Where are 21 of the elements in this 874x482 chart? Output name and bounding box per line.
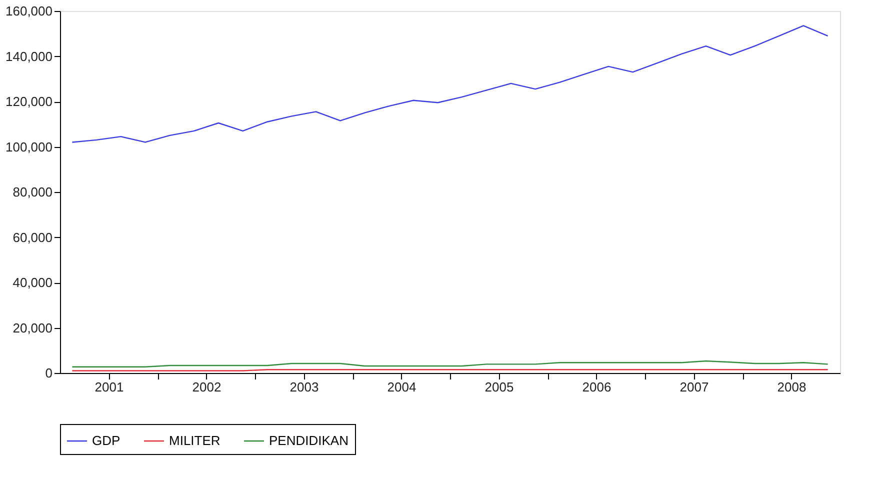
y-tick-label: 100,000 bbox=[6, 139, 52, 154]
x-tick-label: 2002 bbox=[192, 380, 222, 394]
x-tick-label: 2007 bbox=[680, 380, 709, 394]
y-tick-label: 140,000 bbox=[6, 48, 52, 64]
x-tick-label: 2008 bbox=[777, 380, 806, 394]
y-tick-label: 120,000 bbox=[6, 94, 52, 109]
x-tick-label: 2006 bbox=[582, 380, 612, 394]
legend-label: GDP bbox=[92, 433, 120, 448]
y-tick-label: 60,000 bbox=[12, 230, 52, 245]
line-series bbox=[72, 25, 828, 143]
y-tick-label: 80,000 bbox=[12, 184, 52, 200]
x-tick-label: 2001 bbox=[94, 380, 124, 394]
y-tick-label: 0 bbox=[45, 366, 52, 380]
legend-label: MILITER bbox=[169, 433, 220, 448]
y-tick-label: 160,000 bbox=[6, 4, 52, 18]
x-tick-label: 2003 bbox=[290, 380, 319, 394]
legend-label: PENDIDIKAN bbox=[269, 433, 348, 448]
y-tick-label: 40,000 bbox=[12, 275, 52, 290]
x-tick-label: 2004 bbox=[387, 380, 416, 394]
x-tick-label: 2005 bbox=[484, 380, 514, 394]
y-tick-label: 20,000 bbox=[12, 320, 52, 336]
